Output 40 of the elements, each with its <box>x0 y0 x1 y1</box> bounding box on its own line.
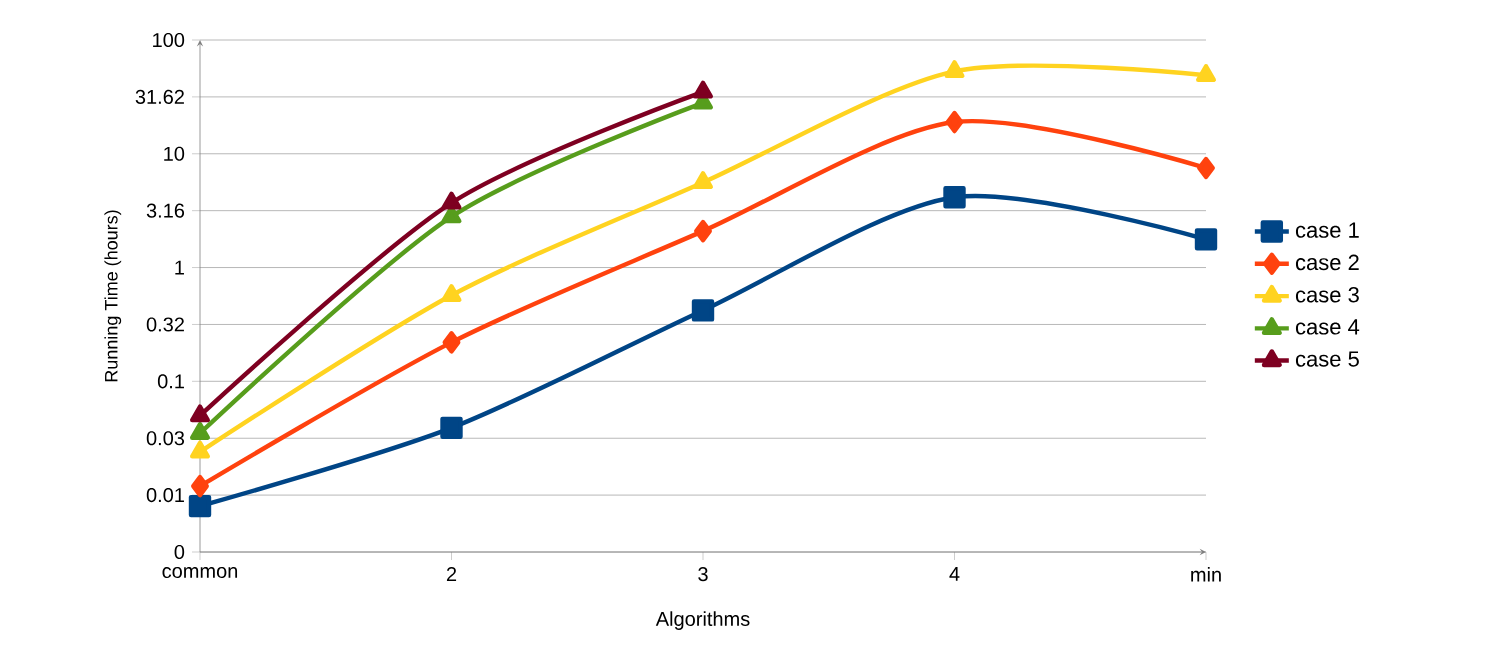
point <box>442 331 461 354</box>
y-tick-label: 1 <box>175 260 184 275</box>
x-tick-label: common <box>162 567 238 579</box>
legend-label: case 1 <box>1295 222 1359 238</box>
legend-label: case 3 <box>1295 286 1359 303</box>
legend-label: case 4 <box>1295 319 1360 335</box>
point <box>441 284 462 303</box>
point <box>1194 228 1218 251</box>
y-axis-title: Running Time (hours) <box>104 210 122 382</box>
point <box>188 494 212 518</box>
y-tick-label: 0 <box>174 544 185 560</box>
point <box>1196 64 1216 82</box>
point <box>1197 156 1215 180</box>
y-tick-label: 10 <box>164 146 185 161</box>
point <box>191 474 209 498</box>
point <box>441 191 462 210</box>
x-tick-label: 3 <box>698 567 708 582</box>
point <box>693 80 713 99</box>
legend-label: case 2 <box>1295 254 1359 271</box>
y-tick-label: 3.16 <box>146 203 185 218</box>
x-tick-label: 2 <box>446 567 457 582</box>
point <box>944 60 965 79</box>
point <box>945 110 964 134</box>
point <box>694 219 712 243</box>
x-tick-label: 4 <box>949 567 960 581</box>
y-tick-label: 31.62 <box>135 89 184 104</box>
point <box>190 404 210 423</box>
y-tick-label: 0.1 <box>157 374 184 389</box>
point <box>691 299 715 322</box>
x-tick-label: min <box>1191 567 1221 582</box>
point <box>440 416 463 440</box>
y-tick-label: 0.01 <box>146 488 184 503</box>
point <box>190 440 210 459</box>
point <box>943 186 966 209</box>
point <box>693 171 713 190</box>
x-axis-title: Algorithms <box>655 611 750 630</box>
legend-label: case 5 <box>1295 351 1359 367</box>
y-tick-label: 0.32 <box>146 317 184 332</box>
y-tick-label: 100 <box>153 32 185 48</box>
y-tick-label: 0.03 <box>146 431 185 446</box>
